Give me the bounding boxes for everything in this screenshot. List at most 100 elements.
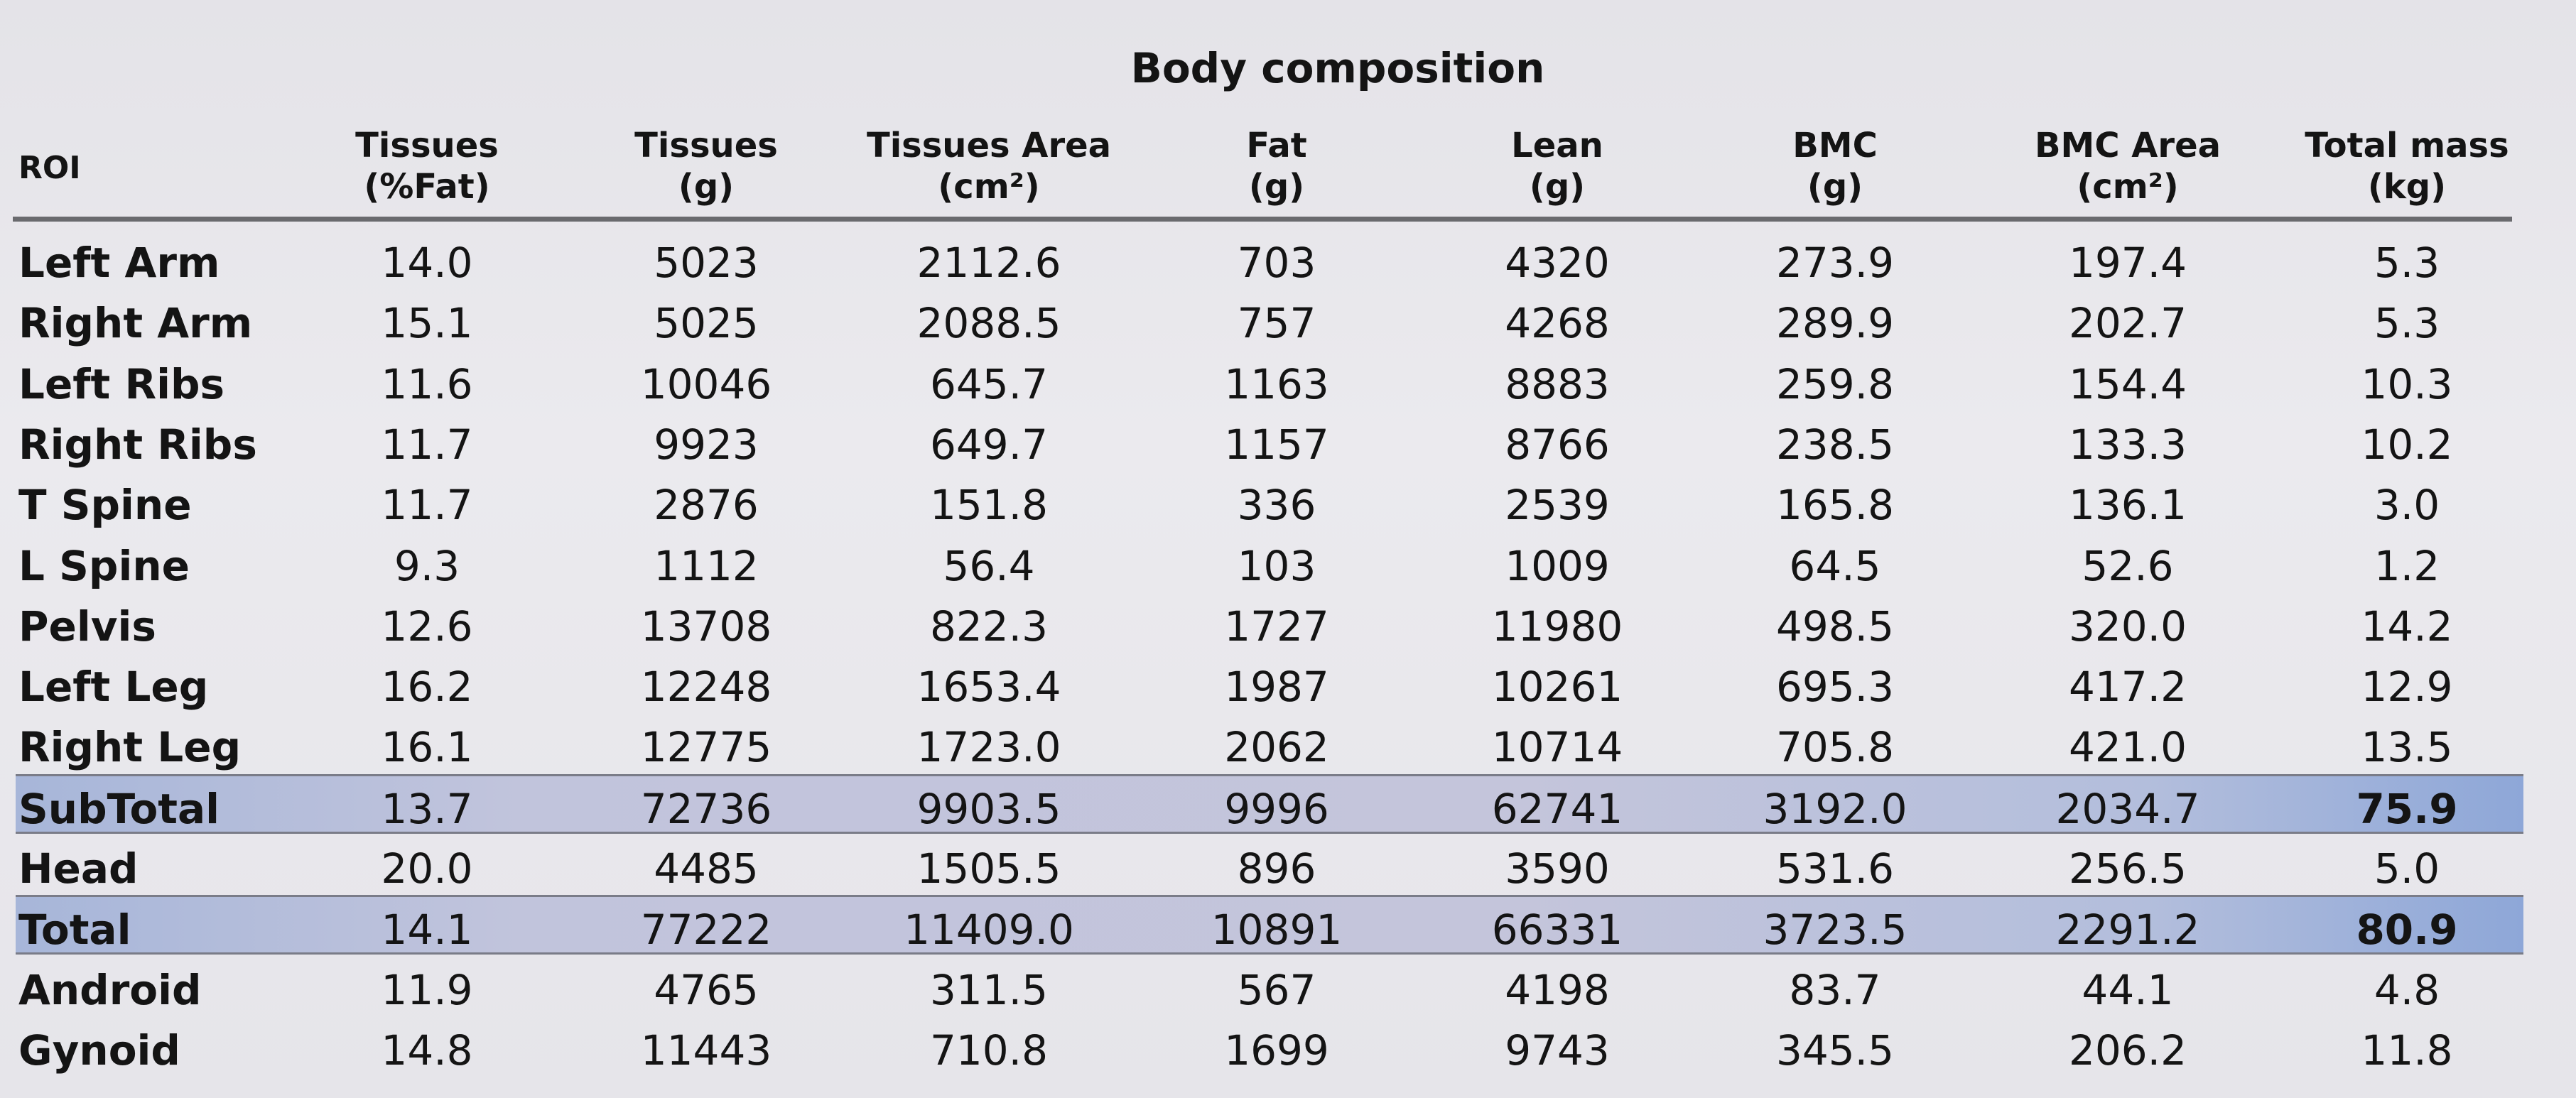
table-cell: 206.2 [2068, 1026, 2187, 1075]
table-cell: 896 [1237, 844, 1316, 893]
table-cell: 2062 [1224, 723, 1329, 772]
table-cell: 3192.0 [1763, 784, 1907, 833]
table-cell: 705.8 [1775, 723, 1895, 772]
table-cell: 9903.5 [916, 784, 1061, 833]
table-cell: 5023 [654, 239, 759, 287]
table-cell: 531.6 [1775, 844, 1895, 893]
table-cell: 10714 [1491, 723, 1623, 772]
table-cell: 4268 [1505, 299, 1610, 348]
table-cell: 1723.0 [916, 723, 1061, 772]
roi-label: Gynoid [18, 1026, 180, 1075]
table-row: Head 20.0 4485 1505.5 896 3590 531.6 256.5 5.0 [0, 839, 2576, 898]
roi-label: Left Arm [18, 239, 220, 287]
table-cell: 2112.6 [916, 239, 1061, 287]
table-row: Gynoid 14.8 11443 710.8 1699 9743 345.5 206.2 11… [0, 1021, 2576, 1080]
table-cell: 83.7 [1789, 965, 1881, 1014]
roi-label: SubTotal [18, 784, 220, 833]
table-cell: 2876 [654, 481, 759, 530]
table-cell: 154.4 [2068, 359, 2187, 408]
table-cell: 4765 [654, 965, 759, 1014]
table-cell: 10.2 [2361, 420, 2453, 469]
column-header: BMC Area (cm²) [2035, 125, 2221, 207]
roi-label: Pelvis [18, 602, 156, 651]
table-cell: 151.8 [929, 481, 1049, 530]
table-cell: 12.6 [381, 602, 473, 651]
table-row-summary: SubTotal 13.7 72736 9903.5 9996 62741 3192.0 20… [16, 773, 2523, 834]
table-cell: 1157 [1224, 420, 1329, 469]
table-header: ROI Tissues (%Fat) Tissues (g) Tissues Area (c… [0, 125, 2576, 217]
table-cell: 259.8 [1775, 359, 1895, 408]
table-cell: 10046 [640, 359, 772, 408]
table-cell: 4320 [1505, 239, 1610, 287]
table-row: T Spine 11.7 2876 151.8 336 2539 165.8 136.1 3.0 [0, 475, 2576, 535]
column-header: ROI [18, 148, 81, 189]
table-cell: 1653.4 [916, 663, 1061, 712]
table-cell: 2088.5 [916, 299, 1061, 348]
table-cell: 567 [1237, 965, 1316, 1014]
table-cell: 11.7 [381, 420, 473, 469]
table-cell: 1987 [1224, 663, 1329, 712]
table-cell: 80.9 [2356, 906, 2458, 955]
table-row: Android 11.9 4765 311.5 567 4198 83.7 44.1 4.8 [0, 960, 2576, 1020]
table-cell: 2539 [1505, 481, 1610, 530]
table-cell: 1505.5 [916, 844, 1061, 893]
table-cell: 13.7 [381, 784, 473, 833]
column-header: Total mass (kg) [2305, 125, 2509, 207]
table-cell: 12248 [640, 663, 772, 712]
table-cell: 52.6 [2082, 541, 2174, 590]
roi-label: L Spine [18, 541, 190, 590]
table-cell: 103 [1237, 541, 1316, 590]
table-cell: 133.3 [2068, 420, 2187, 469]
column-header-label: BMC Area [2034, 126, 2221, 165]
roi-label: T Spine [18, 481, 192, 530]
table-row: Left Leg 16.2 12248 1653.4 1987 10261 695.3 417… [0, 657, 2576, 717]
table-cell: 11980 [1491, 602, 1623, 651]
table-row: Right Arm 15.1 5025 2088.5 757 4268 289.9 202.7… [0, 293, 2576, 353]
table-cell: 20.0 [381, 844, 473, 893]
column-header-label: Fat [1246, 126, 1307, 165]
roi-label: Head [18, 844, 139, 893]
table-cell: 710.8 [929, 1026, 1049, 1075]
column-header: Tissues Area (cm²) [867, 125, 1111, 207]
table-cell: 1163 [1224, 359, 1329, 408]
table-cell: 2291.2 [2055, 906, 2200, 955]
table-cell: 4.8 [2374, 965, 2440, 1014]
table-cell: 1009 [1505, 541, 1610, 590]
table-row: Left Ribs 11.6 10046 645.7 1163 8883 259.8 154.… [0, 354, 2576, 414]
column-header: Tissues (%Fat) [355, 125, 499, 207]
roi-label: Android [18, 965, 202, 1014]
table-cell: 320.0 [2068, 602, 2187, 651]
table-cell: 498.5 [1775, 602, 1895, 651]
table-title: Body composition [1130, 44, 1545, 92]
table-cell: 649.7 [929, 420, 1049, 469]
table-cell: 14.1 [381, 906, 473, 955]
table-row-summary: Total 14.1 77222 11409.0 10891 66331 3723.5 229… [16, 895, 2523, 955]
table-cell: 238.5 [1775, 420, 1895, 469]
table-row: Right Leg 16.1 12775 1723.0 2062 10714 705.8 42… [0, 717, 2576, 777]
table-cell: 165.8 [1775, 481, 1895, 530]
table-cell: 12775 [640, 723, 772, 772]
roi-label: Left Ribs [18, 359, 225, 408]
table-cell: 311.5 [929, 965, 1049, 1014]
roi-label: Total [18, 906, 131, 955]
column-header-label: ROI [18, 150, 81, 186]
table-cell: 12.9 [2361, 663, 2453, 712]
column-header: Fat (g) [1246, 125, 1306, 207]
table-cell: 1699 [1224, 1026, 1329, 1075]
header-divider [13, 217, 2512, 222]
table-cell: 757 [1237, 299, 1316, 348]
table-cell: 695.3 [1775, 663, 1895, 712]
table-row: Right Ribs 11.7 9923 649.7 1157 8766 238.5 133.… [0, 415, 2576, 474]
table-cell: 4485 [654, 844, 759, 893]
table-cell: 11443 [640, 1026, 772, 1075]
column-header-unit: (g) [678, 167, 735, 207]
table-cell: 16.2 [381, 663, 473, 712]
table-cell: 703 [1237, 239, 1316, 287]
table-cell: 197.4 [2068, 239, 2187, 287]
table-cell: 72736 [640, 784, 772, 833]
table-cell: 10261 [1491, 663, 1623, 712]
table-cell: 16.1 [381, 723, 473, 772]
table-cell: 66331 [1491, 906, 1623, 955]
column-header-label: BMC [1792, 126, 1878, 165]
table-cell: 15.1 [381, 299, 473, 348]
